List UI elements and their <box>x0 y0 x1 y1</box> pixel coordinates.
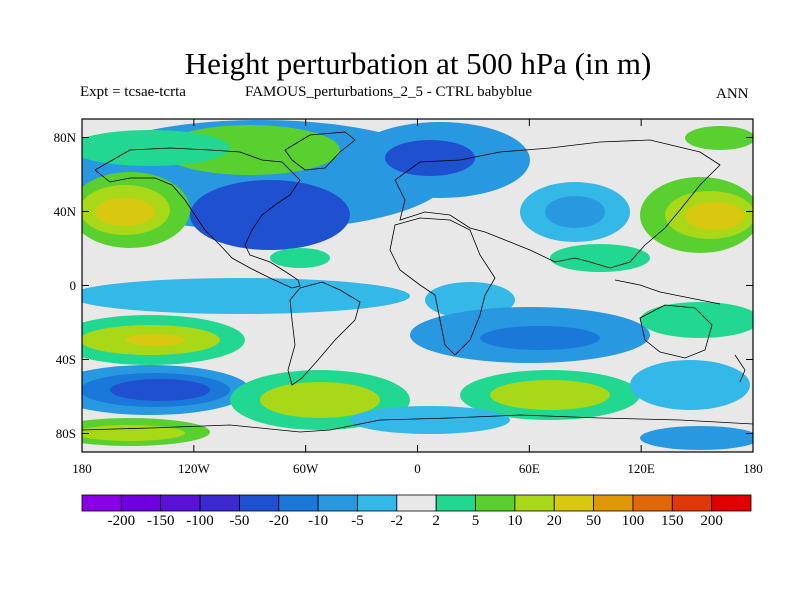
colorbar-label: -5 <box>351 513 364 529</box>
coast-africa <box>389 217 496 356</box>
colorbar-label: -50 <box>229 513 250 529</box>
colorbar-label: -150 <box>146 513 175 529</box>
colorbar-label: 5 <box>471 513 480 529</box>
field-pos-south-atlantic-mid <box>260 382 380 418</box>
colorbar-swatch <box>120 494 162 512</box>
field-neg-europe-core <box>385 140 475 176</box>
colorbar-swatch <box>160 494 201 512</box>
y-tick-label: 80N <box>53 129 76 145</box>
colorbar-label: -20 <box>268 513 289 529</box>
colorbar-swatch <box>671 494 713 512</box>
coastlines <box>82 131 753 433</box>
coast-north-america <box>94 147 301 289</box>
field-neg-asia-core <box>545 196 605 228</box>
colorbar <box>81 494 752 512</box>
x-tick-label: 60E <box>518 461 540 476</box>
colorbar-swatch <box>199 494 240 512</box>
colorbar-label: 50 <box>586 513 602 529</box>
colorbar-label: 2 <box>432 513 440 529</box>
colorbar-label: 150 <box>661 513 684 529</box>
colorbar-swatch <box>593 494 634 512</box>
colorbar-label: 20 <box>546 513 562 529</box>
coast-new-zealand <box>734 354 746 383</box>
x-tick-label: 0 <box>414 461 421 476</box>
axis-ticks <box>81 119 754 452</box>
coast-indonesia <box>614 279 721 305</box>
field-pos-north-pacific-top <box>82 130 230 166</box>
colorbar-label: -10 <box>308 513 329 529</box>
colorbar-swatch <box>396 494 437 512</box>
colorbar-label: -2 <box>390 513 404 529</box>
colorbar-swatch <box>435 494 476 512</box>
x-tick-label: 180 <box>72 461 92 476</box>
field-neg-south-east <box>630 360 750 410</box>
colorbar-swatch <box>553 494 594 512</box>
field-pos-south-pacific-core <box>125 334 185 346</box>
field-pos-southern-indian-mid <box>490 380 610 410</box>
field-pos-west-pacific-core <box>685 202 745 230</box>
field-neg-antarctic-east <box>640 426 753 450</box>
field-pos-atlantic-sub <box>270 248 330 268</box>
season-label: ANN <box>716 86 749 102</box>
field-neg-indian-core <box>480 326 600 350</box>
colorbar-label: 200 <box>700 513 723 529</box>
field-neg-antarctic-band <box>350 406 510 434</box>
colorbar-swatch <box>278 494 319 512</box>
x-tick-label: 120W <box>177 461 210 476</box>
colorbar-swatch <box>514 494 555 512</box>
field-pos-india <box>550 244 650 272</box>
colorbar-label: 100 <box>621 513 645 529</box>
field-pos-tropical-west-pacific <box>640 302 753 338</box>
x-tick-label: 120E <box>627 461 655 476</box>
experiment-label: Expt = tcsae-tcrta <box>80 84 186 100</box>
y-tick-label: 40N <box>53 203 76 219</box>
contour-field <box>82 119 753 452</box>
x-tick-label: 180 <box>743 461 763 476</box>
colorbar-label: -200 <box>107 513 136 529</box>
coast-antarctica <box>82 414 753 433</box>
y-tick-label: 80S <box>55 425 76 441</box>
page-title: Height perturbation at 500 hPa (in m) <box>184 46 652 81</box>
coast-eurasia <box>394 139 721 269</box>
y-tick-label: 0 <box>69 277 77 293</box>
colorbar-swatch <box>475 494 516 512</box>
field-neg-tropical-pacific <box>82 278 410 314</box>
colorbar-swatch <box>711 494 752 512</box>
colorbar-label: -100 <box>186 513 214 529</box>
y-tick-label: 40S <box>55 351 76 367</box>
colorbar-swatch <box>357 494 398 512</box>
x-tick-label: 60W <box>293 461 319 476</box>
colorbar-swatch <box>632 494 673 512</box>
description-label: FAMOUS_perturbations_2_5 - CTRL babyblue <box>245 84 533 100</box>
field-pos-arctic-east <box>685 126 753 150</box>
colorbar-swatch <box>317 494 358 512</box>
field-neg-southern-pacific-core <box>110 379 210 401</box>
field-pos-pacific-core <box>95 198 155 226</box>
colorbar-swatch <box>81 494 122 512</box>
colorbar-label: 10 <box>507 513 523 529</box>
coast-australia <box>639 304 713 359</box>
coast-greenland <box>284 131 356 171</box>
colorbar-swatch <box>239 494 280 512</box>
field-neg-core-na <box>190 180 350 250</box>
coast-south-america <box>287 281 361 386</box>
